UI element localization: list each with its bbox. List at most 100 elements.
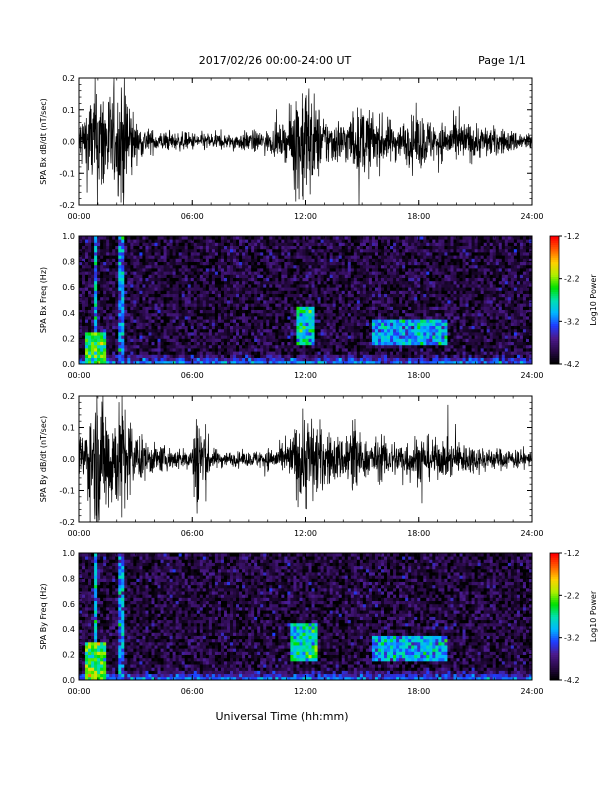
spectrogram-cell [112,281,115,285]
spectrogram-cell [275,335,278,339]
spectrogram-cell [363,287,366,291]
spectrogram-cell [366,271,369,275]
spectrogram-cell [176,242,179,246]
spectrogram-cell [88,252,91,256]
spectrogram-cell [360,322,363,326]
spectrogram-cell [248,287,251,291]
spectrogram-cell [342,297,345,301]
spectrogram-cell [414,354,417,358]
spectrogram-cell [176,278,179,282]
spectrogram-cell [272,271,275,275]
spectrogram-cell [209,303,212,307]
spectrogram-cell [269,348,272,352]
spectrogram-cell [127,358,130,362]
spectrogram-cell [302,319,305,323]
spectrogram-cell [215,319,218,323]
spectrogram-cell [109,332,112,336]
spectrogram-cell [381,258,384,262]
spectrogram-cell [375,329,378,333]
spectrogram-cell [339,306,342,310]
spectrogram-cell [281,258,284,262]
spectrogram-cell [312,338,315,342]
spectrogram-cell [124,319,127,323]
spectrogram-cell [215,258,218,262]
spectrogram-cell [432,274,435,278]
spectrogram-cell [206,239,209,243]
spectrogram-cell [109,236,112,240]
spectrogram-cell [109,271,112,275]
spectrogram-cell [417,265,420,269]
spectrogram-cell [411,252,414,256]
spectrogram-cell [327,351,330,355]
spectrogram-cell [342,281,345,285]
spectrogram-cell [260,306,263,310]
spectrogram-cell [145,281,148,285]
spectrogram-cell [405,268,408,272]
spectrogram-cell [351,338,354,342]
spectrogram-cell [215,338,218,342]
spectrogram-cell [266,274,269,278]
spectrogram-cell [390,239,393,243]
spectrogram-cell [139,358,142,362]
spectrogram-cell [218,249,221,253]
spectrogram-cell [354,239,357,243]
spectrogram-cell [182,294,185,298]
spectrogram-cell [236,236,239,240]
spectrogram-cell [272,338,275,342]
spectrogram-cell [106,274,109,278]
spectrogram-cell [191,290,194,294]
spectrogram-cell [167,332,170,336]
spectrogram-cell [324,271,327,275]
spectrogram-cell [299,322,302,326]
spectrogram-cell [324,345,327,349]
spectrogram-cell [164,322,167,326]
spectrogram-cell [185,290,188,294]
spectrogram-cell [414,274,417,278]
spectrogram-cell [158,354,161,358]
spectrogram-cell [441,319,444,323]
spectrogram-cell [158,265,161,269]
spectrogram-cell [233,300,236,304]
spectrogram-cell [299,249,302,253]
spectrogram-cell [302,332,305,336]
spectrogram-cell [390,278,393,282]
spectrogram-cell [221,329,224,333]
spectrogram-cell [336,268,339,272]
spectrogram-cell [200,313,203,317]
spectrogram-cell [360,358,363,362]
spectrogram-cell [148,316,151,320]
spectrogram-cell [384,271,387,275]
spectrogram-cell [378,265,381,269]
spectrogram-cell [251,290,254,294]
spectrogram-cell [275,329,278,333]
spectrogram-cell [224,322,227,326]
spectrogram-cell [426,332,429,336]
spectrogram-cell [321,242,324,246]
spectrogram-cell [251,326,254,330]
spectrogram-cell [330,348,333,352]
spectrogram-cell [121,342,124,346]
spectrogram-cell [236,335,239,339]
spectrogram-cell [218,332,221,336]
spectrogram-cell [345,287,348,291]
spectrogram-cell [381,348,384,352]
spectrogram-cell [155,290,158,294]
spectrogram-cell [302,268,305,272]
spectrogram-cell [312,303,315,307]
spectrogram-cell [420,332,423,336]
spectrogram-cell [348,281,351,285]
spectrogram-cell [420,316,423,320]
spectrogram-cell [115,338,118,342]
spectrogram-cell [411,300,414,304]
spectrogram-cell [420,303,423,307]
spectrogram-cell [182,335,185,339]
spectrogram-cell [242,342,245,346]
spectrogram-cell [100,252,103,256]
spectrogram-cell [296,249,299,253]
spectrogram-cell [375,236,378,240]
spectrogram-cell [197,303,200,307]
spectrogram-cell [182,332,185,336]
spectrogram-cell [405,297,408,301]
spectrogram-cell [348,236,351,240]
spectrogram-cell [390,271,393,275]
